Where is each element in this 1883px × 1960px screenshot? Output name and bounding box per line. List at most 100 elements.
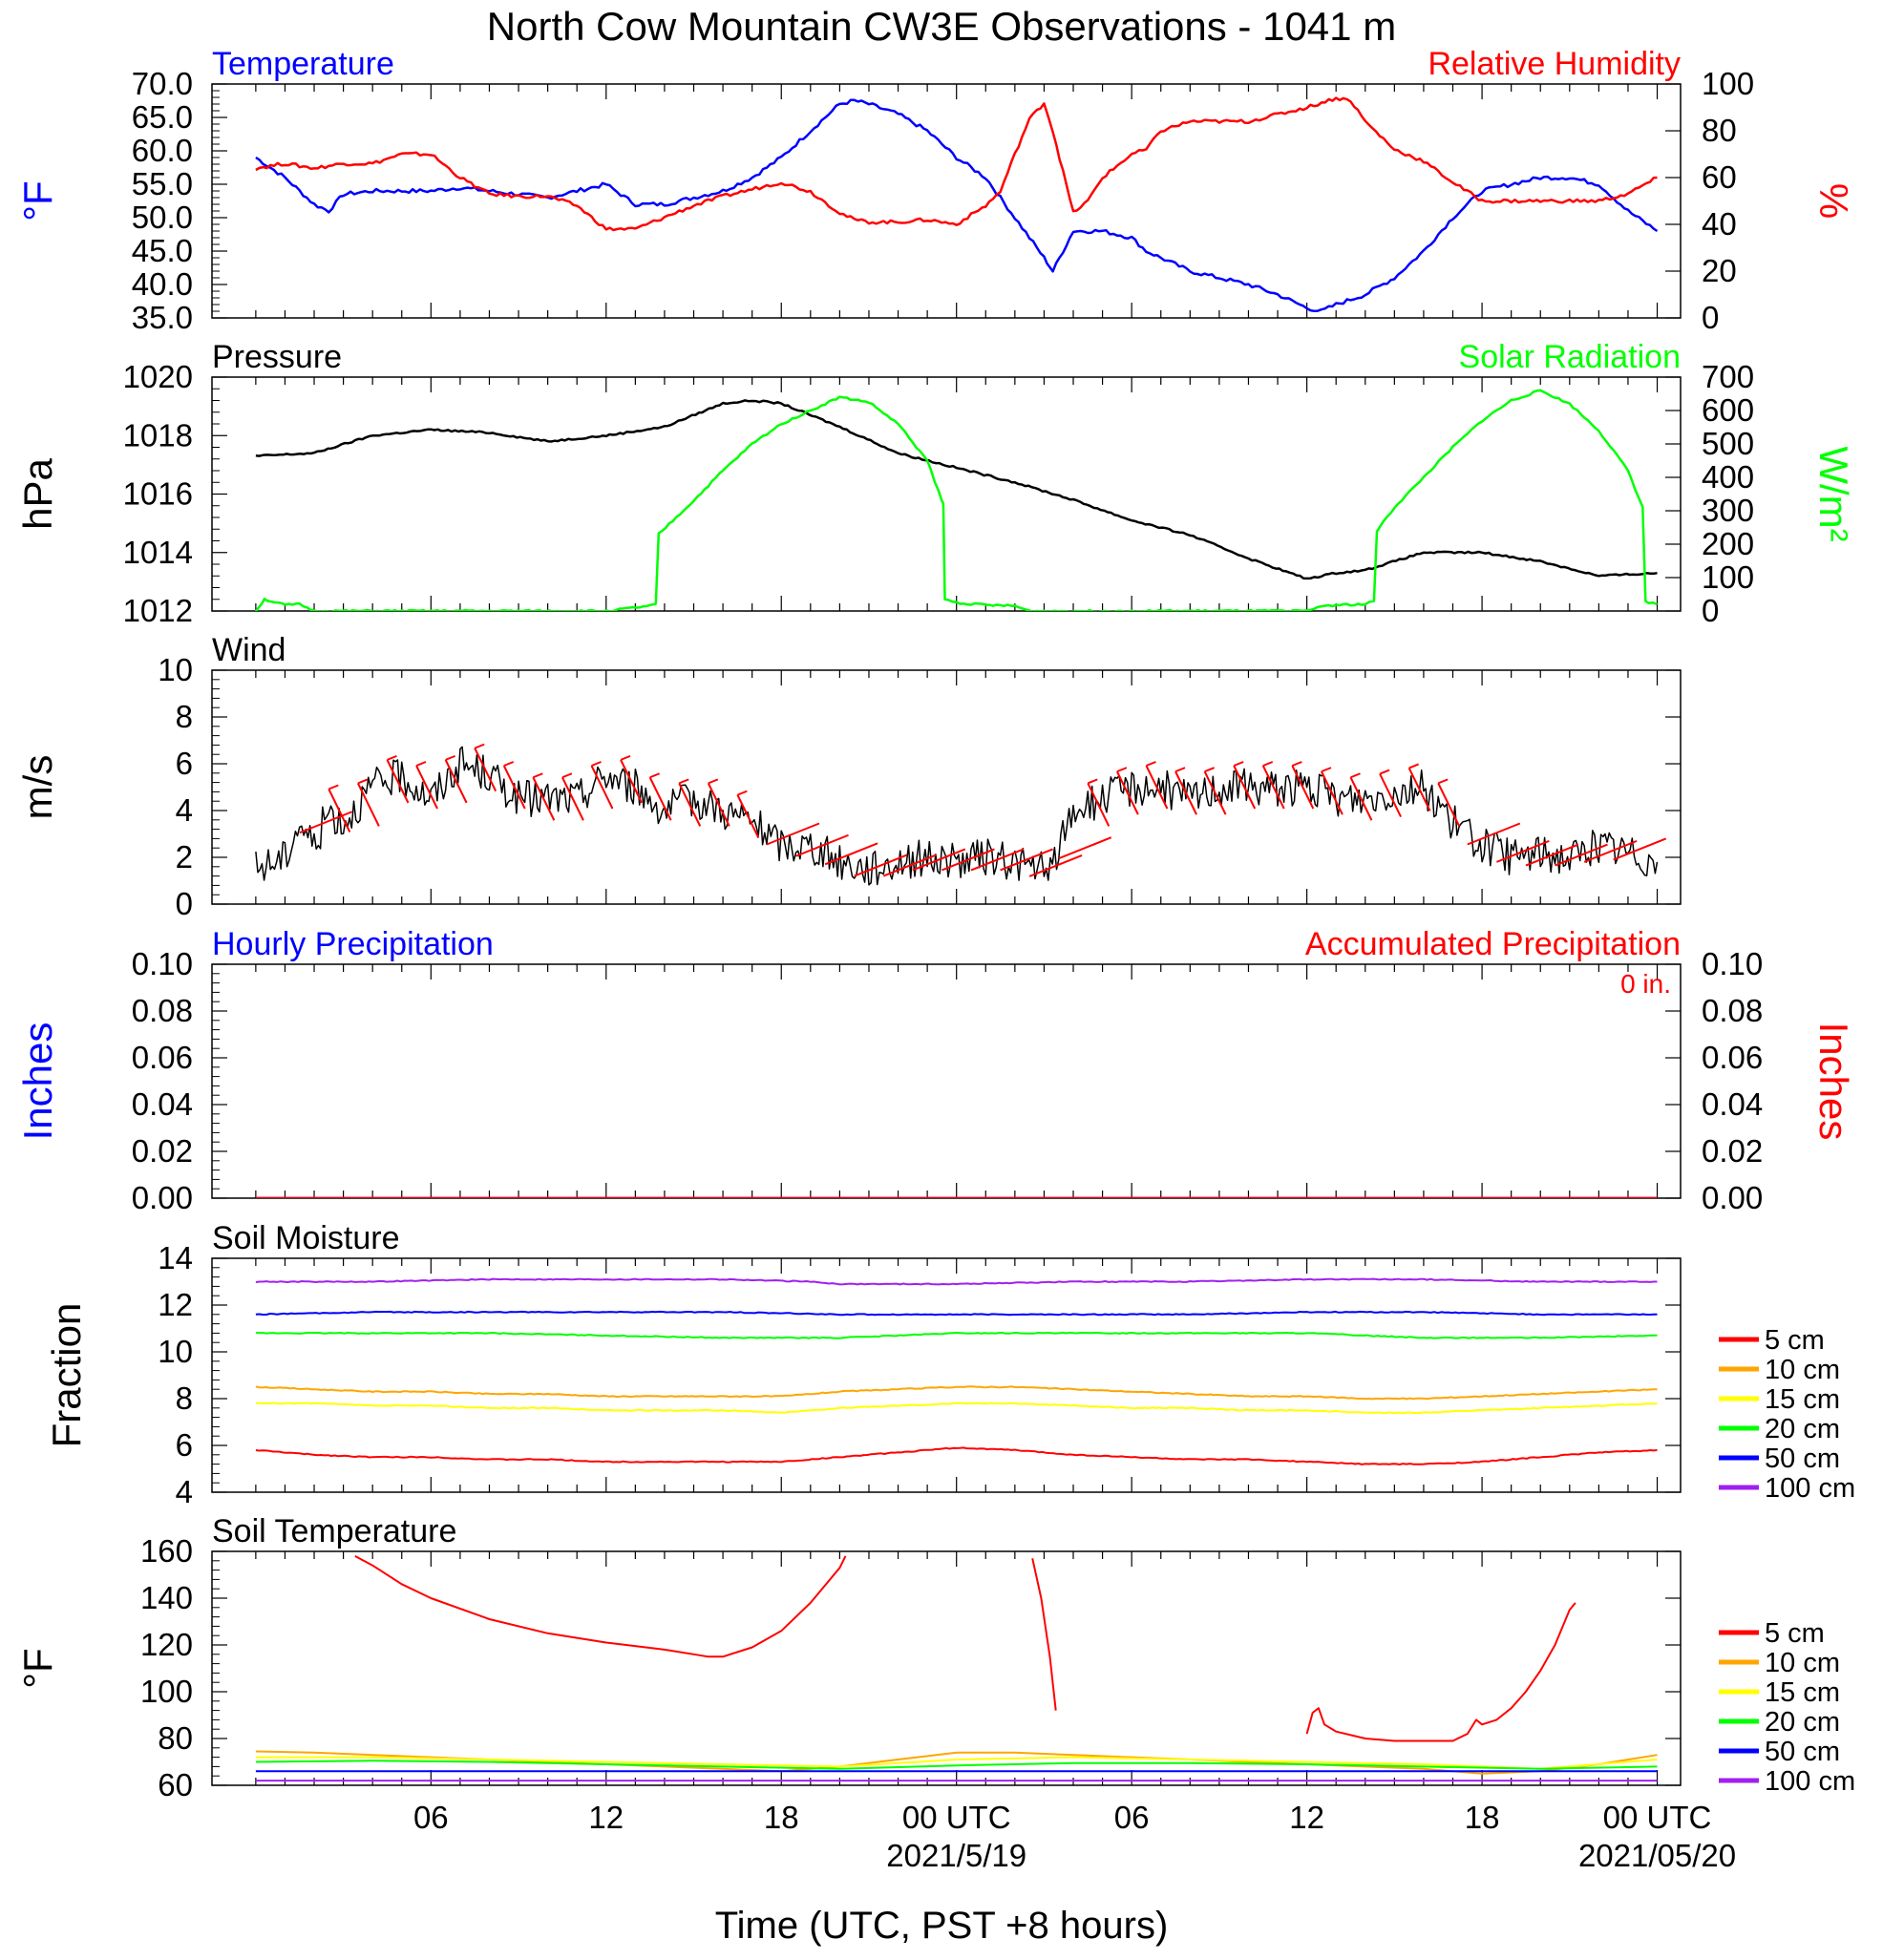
wind-barb [970,848,1025,872]
wind-barb-flag [591,761,602,767]
series-Pressure [255,399,1658,580]
series-Temperature [255,98,1659,313]
y-tick-label-left: 1012 [123,593,193,628]
wind-barb [942,848,995,872]
y-tick-label-right: 0 [1702,593,1719,628]
wind-barb [1495,839,1550,863]
x-tick-label: 12 [588,1800,624,1835]
wind-barb-flag [387,754,397,761]
wind-barb [1058,836,1112,860]
legend-label: 15 cm [1765,1677,1840,1708]
wind-barb [912,848,966,872]
series-group [255,1277,1658,1465]
wind-barb [1087,782,1111,827]
y-tick-label-right: 80 [1702,113,1737,148]
wind-barb [1613,837,1667,861]
wind-barb [299,811,353,834]
panel-frame [211,669,1682,905]
x-tick-label: 18 [1465,1800,1500,1835]
series-15-cm [255,1402,1658,1415]
wind-barb [1203,770,1227,815]
legend-label: 20 cm [1765,1707,1840,1738]
wind-barb-flag [1437,778,1449,785]
wind-barb [1525,843,1579,867]
wind-barb-flag [415,761,427,767]
panel-title-left: Soil Moisture [212,1220,400,1256]
series-20-cm [255,1331,1658,1339]
series-5-cm-segment [1305,1602,1576,1742]
y-tick-label-left: 10 [158,652,193,687]
wind-barb [1437,782,1461,827]
x-tick-label: 00 UTC [1603,1800,1712,1835]
y-tick-label-left: 14 [158,1240,193,1275]
wind-barb [502,765,526,810]
x-tick-label: 06 [413,1800,449,1835]
panel-frame [211,1257,1682,1493]
wind-barb [736,794,760,839]
y-tick-label-right: 400 [1702,459,1754,495]
wind-barb-flag [1321,767,1332,773]
wind-barb-flag [1204,767,1215,773]
wind-barb-flag [708,778,719,785]
panel-title-left: Hourly Precipitation [212,926,494,962]
wind-barb-flag [1291,761,1302,767]
y-tick-label-left: 0 [176,886,193,921]
y-axis-label-right: W/m² [1811,446,1856,541]
y-tick-label-left: 4 [176,1474,193,1509]
x-tick-label: 06 [1114,1800,1150,1835]
wind-barb [1000,848,1053,872]
wind-barb [1467,822,1521,846]
y-tick-label-left: 4 [176,792,193,828]
y-tick-label-left: 8 [176,699,193,734]
y-tick-label-left: 80 [158,1720,193,1756]
y-tick-label-right: 60 [1702,159,1737,195]
legend-label: 20 cm [1765,1414,1840,1444]
panel-title-right: Accumulated Precipitation [1305,926,1681,962]
wind-barb [415,765,438,810]
wind-barb [1291,765,1315,810]
legend-label: 15 cm [1765,1384,1840,1415]
wind-barb [386,759,410,804]
wind-barb [795,833,849,857]
precip-annotation: 0 in. [1620,969,1671,999]
wind-barb [648,776,672,821]
wind-barb [1583,839,1638,863]
y-tick-label-left: 0.08 [132,993,193,1028]
wind-barb-flag [1087,778,1098,785]
y-tick-label-right: 0 [1702,300,1719,335]
y-tick-label-left: 0.06 [132,1040,193,1075]
wind-barb-flag [649,772,661,779]
series-group [255,743,1667,886]
panel-title-left: Pressure [212,339,342,375]
legend-label: 50 cm [1765,1737,1840,1767]
y-tick-label-left: 8 [176,1380,193,1416]
y-tick-label-left: 0.00 [132,1180,193,1215]
panel-frame [211,1550,1682,1786]
y-tick-label-right: 700 [1702,359,1754,394]
series-100-cm [255,1277,1658,1286]
y-axis-label-left: hPa [15,457,60,529]
wind-barb [1145,765,1169,810]
y-axis-label-left: °F [15,1648,60,1688]
wind-barb-flag [737,790,748,796]
y-tick-label-right: 300 [1702,493,1754,528]
wind-barb-flag [1350,772,1361,779]
wind-barb [328,789,351,832]
wind-barb [854,854,908,877]
wind-barb [1174,770,1197,815]
panel-title-left: Wind [212,632,286,668]
y-tick-label-left: 45.0 [132,233,193,268]
wind-barb [532,776,556,821]
y-tick-label-left: 70.0 [132,66,193,101]
wind-barb-flag [620,754,631,761]
y-tick-label-left: 35.0 [132,300,193,335]
panel-frame [211,83,1682,319]
series-15-cm [255,1756,1658,1770]
chart-title: North Cow Mountain CW3E Observations - 1… [487,4,1396,49]
wind-barb-flag [445,754,455,761]
panel-title-left: Soil Temperature [212,1513,456,1549]
panel-wind: 0 2 4 6 8 10 Wind m/s [15,632,1682,921]
wind-barb [590,765,614,810]
